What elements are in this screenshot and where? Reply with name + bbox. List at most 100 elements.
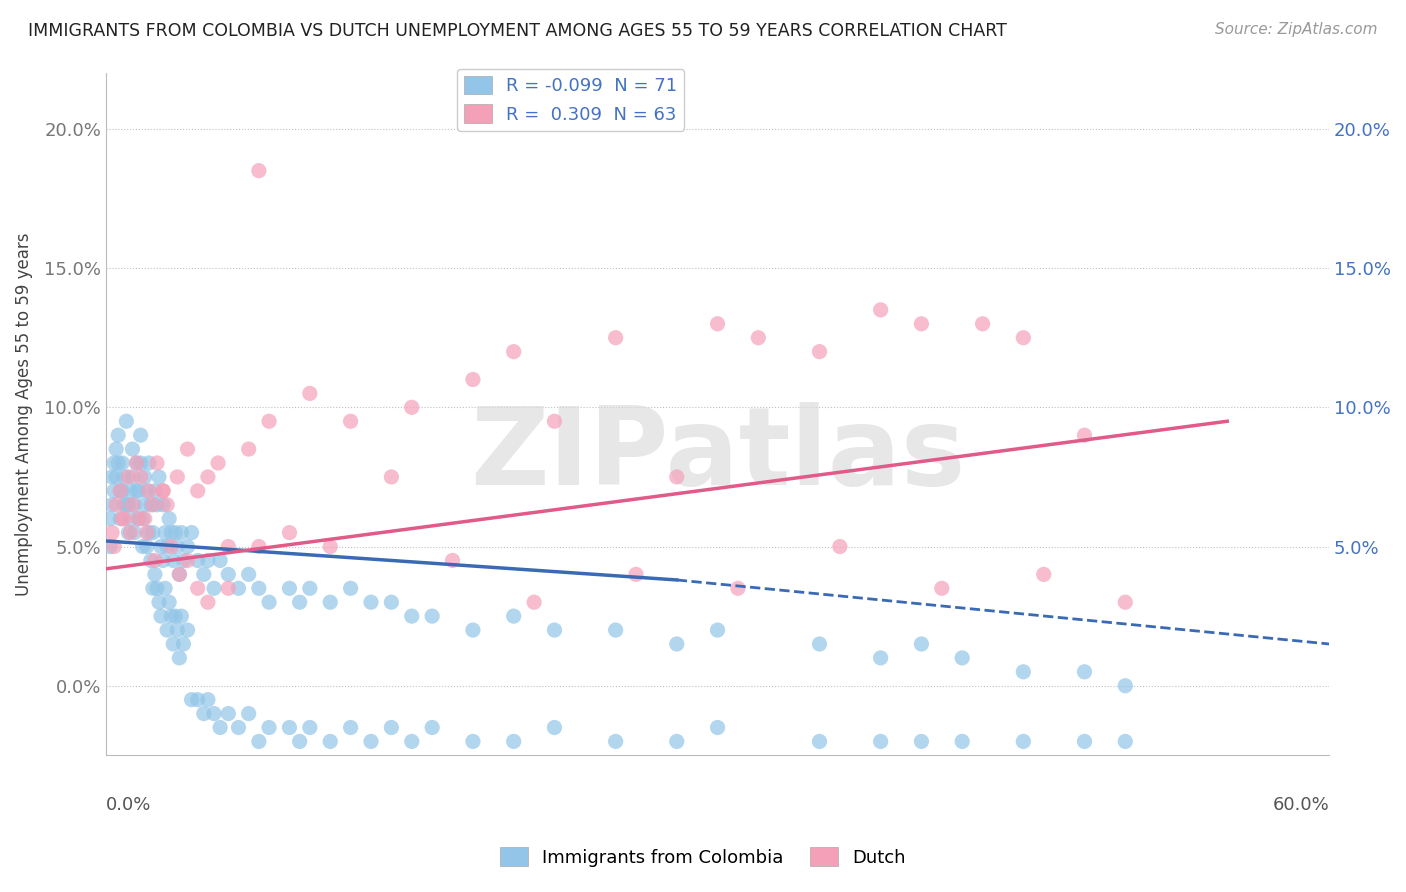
Point xyxy=(319,540,342,554)
Point xyxy=(339,582,361,596)
Point xyxy=(1032,567,1054,582)
Point xyxy=(950,651,973,665)
Point xyxy=(156,623,179,637)
Point xyxy=(972,317,994,331)
Point xyxy=(156,540,179,554)
Point xyxy=(238,706,260,721)
Point xyxy=(143,553,166,567)
Point xyxy=(502,734,524,748)
Point xyxy=(169,651,191,665)
Point xyxy=(176,553,198,567)
Point xyxy=(121,442,143,456)
Point xyxy=(278,721,301,735)
Point xyxy=(808,734,831,748)
Point xyxy=(187,582,209,596)
Point xyxy=(319,734,342,748)
Point xyxy=(523,595,546,609)
Point xyxy=(139,553,162,567)
Point xyxy=(135,540,157,554)
Point xyxy=(162,553,184,567)
Point xyxy=(665,734,688,748)
Point xyxy=(176,623,198,637)
Point xyxy=(747,331,769,345)
Point xyxy=(152,553,174,567)
Point xyxy=(101,498,124,512)
Point xyxy=(339,414,361,428)
Point xyxy=(706,623,728,637)
Point xyxy=(257,414,280,428)
Point xyxy=(157,595,180,609)
Point xyxy=(420,721,443,735)
Point xyxy=(170,525,193,540)
Point xyxy=(112,470,135,484)
Point xyxy=(380,470,402,484)
Text: ZIPatlas: ZIPatlas xyxy=(470,402,966,508)
Point xyxy=(111,456,134,470)
Point xyxy=(441,553,464,567)
Point xyxy=(380,595,402,609)
Point xyxy=(869,734,891,748)
Point xyxy=(110,511,132,525)
Point xyxy=(134,470,156,484)
Point xyxy=(135,525,157,540)
Point xyxy=(128,511,150,525)
Point xyxy=(869,651,891,665)
Point xyxy=(217,540,239,554)
Point xyxy=(1114,734,1136,748)
Point xyxy=(111,511,134,525)
Point xyxy=(180,525,202,540)
Point xyxy=(117,525,139,540)
Point xyxy=(139,498,162,512)
Point xyxy=(129,470,152,484)
Point xyxy=(138,456,160,470)
Point xyxy=(146,498,169,512)
Point xyxy=(142,582,165,596)
Point xyxy=(142,498,165,512)
Point xyxy=(153,582,176,596)
Point xyxy=(169,567,191,582)
Point xyxy=(197,470,219,484)
Point xyxy=(112,511,135,525)
Point xyxy=(115,498,138,512)
Point xyxy=(202,582,225,596)
Point xyxy=(135,483,157,498)
Point xyxy=(910,637,932,651)
Point xyxy=(166,540,188,554)
Point xyxy=(187,692,209,706)
Point xyxy=(808,344,831,359)
Point xyxy=(228,721,250,735)
Point xyxy=(502,609,524,624)
Point xyxy=(142,525,165,540)
Point xyxy=(605,331,627,345)
Point xyxy=(193,706,215,721)
Point xyxy=(187,553,209,567)
Text: IMMIGRANTS FROM COLOMBIA VS DUTCH UNEMPLOYMENT AMONG AGES 55 TO 59 YEARS CORRELA: IMMIGRANTS FROM COLOMBIA VS DUTCH UNEMPL… xyxy=(28,22,1007,40)
Point xyxy=(543,623,565,637)
Point xyxy=(107,428,129,442)
Point xyxy=(278,582,301,596)
Point xyxy=(148,470,170,484)
Point xyxy=(727,582,749,596)
Point xyxy=(288,595,311,609)
Legend: Immigrants from Colombia, Dutch: Immigrants from Colombia, Dutch xyxy=(494,840,912,874)
Point xyxy=(160,540,183,554)
Point xyxy=(172,553,194,567)
Point xyxy=(120,525,142,540)
Point xyxy=(176,442,198,456)
Point xyxy=(152,498,174,512)
Point xyxy=(247,540,270,554)
Point xyxy=(166,623,188,637)
Point xyxy=(197,553,219,567)
Point xyxy=(150,540,173,554)
Point xyxy=(111,483,134,498)
Point xyxy=(401,609,423,624)
Point xyxy=(420,609,443,624)
Point xyxy=(1073,665,1095,679)
Point xyxy=(1073,428,1095,442)
Text: Source: ZipAtlas.com: Source: ZipAtlas.com xyxy=(1215,22,1378,37)
Point xyxy=(380,721,402,735)
Point xyxy=(115,414,138,428)
Point xyxy=(160,525,183,540)
Point xyxy=(124,525,146,540)
Point xyxy=(172,637,194,651)
